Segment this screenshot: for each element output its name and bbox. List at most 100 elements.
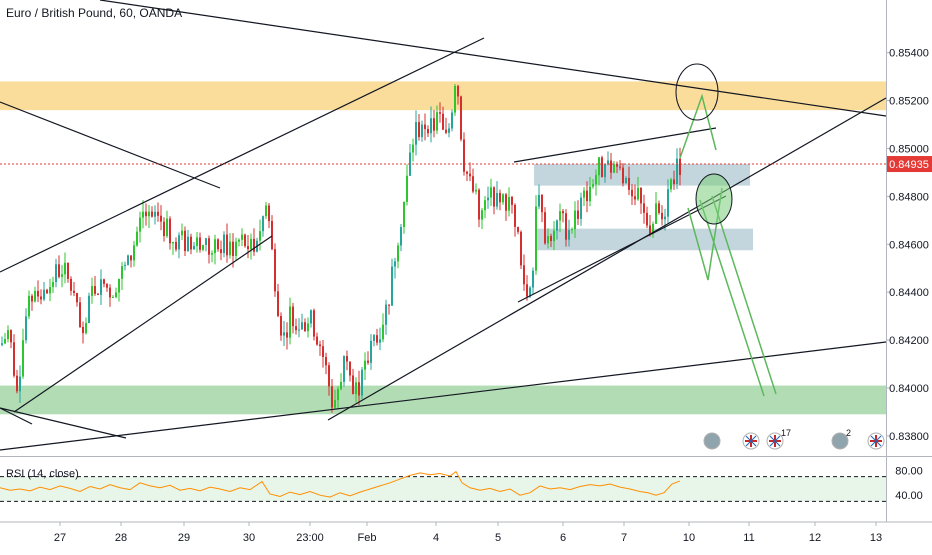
candle-body (223, 234, 225, 254)
price-tick-label: 0.83800 (889, 431, 929, 443)
time-tick-label: 4 (433, 532, 439, 544)
candle-body (151, 211, 153, 217)
candle-body (97, 293, 99, 295)
candle-body (232, 241, 234, 256)
candle-body (391, 266, 393, 306)
rsi-tick-label: 40.00 (895, 490, 923, 502)
candle-body (196, 237, 198, 246)
candle-body (574, 210, 576, 230)
candle-body (1, 343, 3, 345)
trendline-top-resistance (99, 0, 887, 117)
candle-body (61, 274, 63, 277)
candle-body (160, 215, 162, 222)
candle-body (73, 290, 75, 293)
candle-body (4, 339, 6, 344)
candle-body (148, 211, 150, 217)
candle-body (40, 296, 42, 300)
candle-body (337, 389, 339, 401)
candle-body (547, 235, 549, 244)
price-tick-label: 0.85400 (889, 48, 929, 60)
trendline-major-rise (327, 97, 887, 421)
candle-body (292, 306, 294, 327)
candle-body (475, 189, 477, 192)
event-count: 17 (781, 428, 791, 438)
candle-body (13, 342, 15, 376)
candle-body (673, 179, 675, 185)
rsi-tick-label: 80.00 (895, 465, 923, 477)
candle-body (76, 292, 78, 303)
candle-body (529, 287, 531, 297)
candle-body (676, 158, 678, 185)
candle-body (82, 326, 84, 334)
candle-body (559, 211, 561, 221)
time-tick-label: 11 (743, 532, 754, 544)
candle-body (193, 245, 195, 250)
trendline-low-left (0, 407, 127, 439)
candle-body (109, 287, 111, 298)
price-tick-label: 0.84200 (889, 335, 929, 347)
target-circle-lower (695, 173, 733, 225)
current-price-label: 0.84935 (889, 159, 929, 171)
candle-body (463, 139, 465, 172)
candle-body (118, 278, 120, 293)
candle-body (328, 365, 330, 387)
candle-body (595, 175, 597, 185)
trendline-wedge-upper (513, 127, 717, 163)
candle-body (349, 361, 351, 376)
candle-body (421, 124, 423, 138)
time-tick-label: 27 (54, 532, 66, 544)
candle-body (526, 284, 528, 297)
trendline-support-rise (0, 341, 887, 451)
rsi-line (0, 470, 681, 498)
candle-body (394, 261, 396, 267)
candle-body (514, 204, 516, 227)
candle-body (208, 238, 210, 255)
candle-body (130, 255, 132, 261)
candle-body (184, 230, 186, 252)
candle-body (31, 295, 33, 302)
candle-body (265, 205, 267, 217)
candle-body (175, 241, 177, 250)
time-tick-label: 13 (870, 532, 882, 544)
candle-body (370, 340, 372, 363)
price-tick-label: 0.85200 (889, 96, 929, 108)
trendline-channel-upper (0, 37, 485, 273)
trendline-wedge-lower (517, 195, 727, 303)
candle-body (601, 157, 603, 178)
candle-body (430, 118, 432, 134)
price-tick-label: 0.84000 (889, 383, 929, 395)
candle-body (181, 230, 183, 236)
candle-body (388, 304, 390, 306)
candle-body (481, 210, 483, 220)
candle-body (520, 231, 522, 266)
candle-body (424, 124, 426, 130)
candle-body (289, 306, 291, 338)
candle-body (400, 227, 402, 246)
candle-body (235, 241, 237, 256)
candle-body (280, 316, 282, 336)
candle-body (139, 217, 141, 232)
candle-body (436, 112, 438, 131)
candle-body (115, 292, 117, 298)
candle-body (367, 360, 369, 363)
candle-body (637, 187, 639, 200)
rsi-label: RSI (14, close) (6, 468, 79, 480)
time-tick-label: 12 (809, 532, 821, 544)
candle-body (577, 210, 579, 219)
candle-body (598, 157, 600, 176)
candle-body (580, 197, 582, 219)
zone-resistance (0, 81, 886, 111)
candle-body (523, 265, 525, 285)
candle-body (16, 375, 18, 392)
time-tick-label: 7 (621, 532, 627, 544)
candle-body (304, 322, 306, 332)
projection-up (679, 93, 717, 159)
candle-body (646, 212, 648, 226)
event-icon (703, 432, 721, 450)
candle-body (487, 197, 489, 201)
candle-body (406, 175, 408, 202)
trendline-channel-lower (13, 235, 273, 413)
candle-body (124, 264, 126, 267)
